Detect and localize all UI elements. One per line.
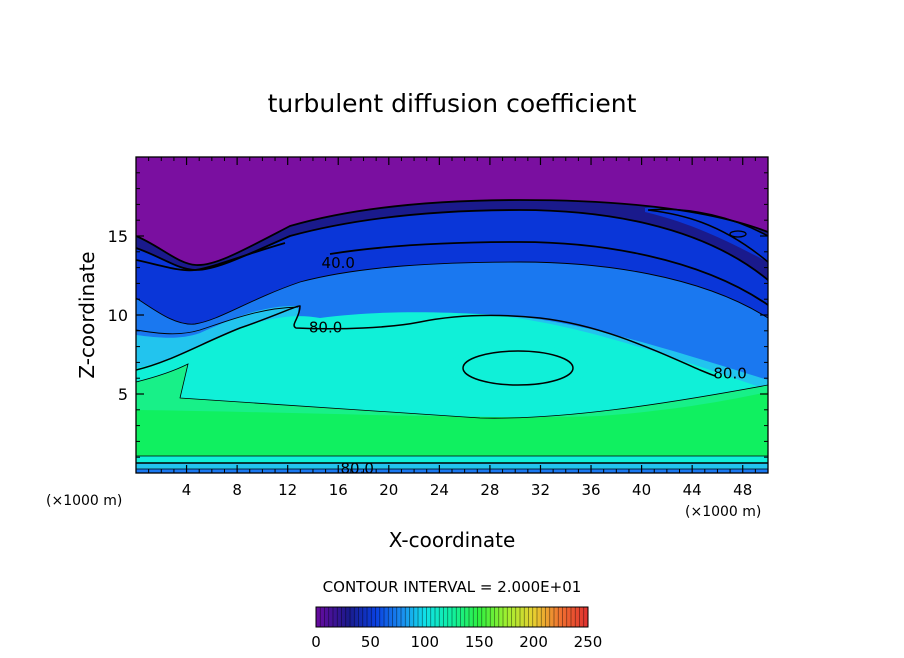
x-tick-label: 16 — [329, 481, 348, 499]
upper-right-streak — [645, 207, 768, 262]
contour-60b — [136, 306, 299, 335]
contour-40b — [136, 242, 286, 272]
colorbar-tick-label: 100 — [410, 633, 439, 651]
x-tick-label: 32 — [531, 481, 550, 499]
core-high — [448, 344, 588, 392]
x-tick-label: 40 — [632, 481, 651, 499]
contour-lines — [136, 199, 768, 470]
contour-label: 80.0 — [309, 319, 342, 337]
contour-interval: CONTOUR INTERVAL = 2.000E+01 — [323, 578, 582, 596]
colorbar-tick-label: 250 — [574, 633, 603, 651]
colorbar-tick-label: 200 — [519, 633, 548, 651]
x-tick-label: 36 — [581, 481, 600, 499]
contour-label: 80.0 — [713, 364, 746, 382]
y-tick-label: 10 — [108, 306, 128, 325]
x-tick-label: 8 — [232, 481, 242, 499]
y-tick-label: 15 — [108, 227, 128, 246]
y-tick-label: 5 — [118, 385, 128, 404]
contour-core — [462, 350, 574, 386]
x-unit-left: (×1000 m) — [46, 493, 122, 509]
contour-labels: 40.0 80.0 80.0 80.0 — [309, 254, 747, 477]
contour-80 — [136, 305, 717, 377]
x-tick-label: 20 — [379, 481, 398, 499]
colorbar: 0 50 100 150 200 250 — [311, 606, 602, 651]
x-unit-right: (×1000 m) — [685, 504, 761, 520]
colorbar-tick-label: 0 — [311, 633, 321, 651]
colorbar-ticks: 0 50 100 150 200 250 — [311, 633, 602, 651]
x-tick-label: 48 — [733, 481, 752, 499]
contour-small-loop — [729, 230, 747, 238]
contour-60 — [136, 261, 768, 325]
plot-area: 40.0 80.0 80.0 80.0 — [136, 157, 768, 477]
x-tick-label: 12 — [278, 481, 297, 499]
x-axis-label: X-coordinate — [389, 528, 516, 552]
colorbar-tick-label: 50 — [361, 633, 380, 651]
chart-title: turbulent diffusion coefficient — [268, 89, 637, 118]
x-tick-label: 28 — [480, 481, 499, 499]
x-tick-label: 24 — [430, 481, 449, 499]
band-bottom-1 — [136, 456, 768, 463]
contour-20 — [136, 199, 768, 266]
band-bottom-2 — [136, 463, 768, 469]
contour-label: 80.0 — [340, 459, 373, 477]
contour-40c — [329, 241, 768, 306]
colorbar-stripes — [319, 607, 585, 627]
x-tick-label: 44 — [683, 481, 702, 499]
contour-100 — [136, 363, 768, 419]
band-140 — [136, 392, 768, 456]
contour-label: 40.0 — [322, 254, 355, 272]
x-tick-label: 4 — [182, 481, 192, 499]
y-axis-label: Z-coordinate — [75, 251, 99, 378]
contour-right-loop — [647, 208, 768, 263]
colorbar-tick-label: 150 — [465, 633, 494, 651]
